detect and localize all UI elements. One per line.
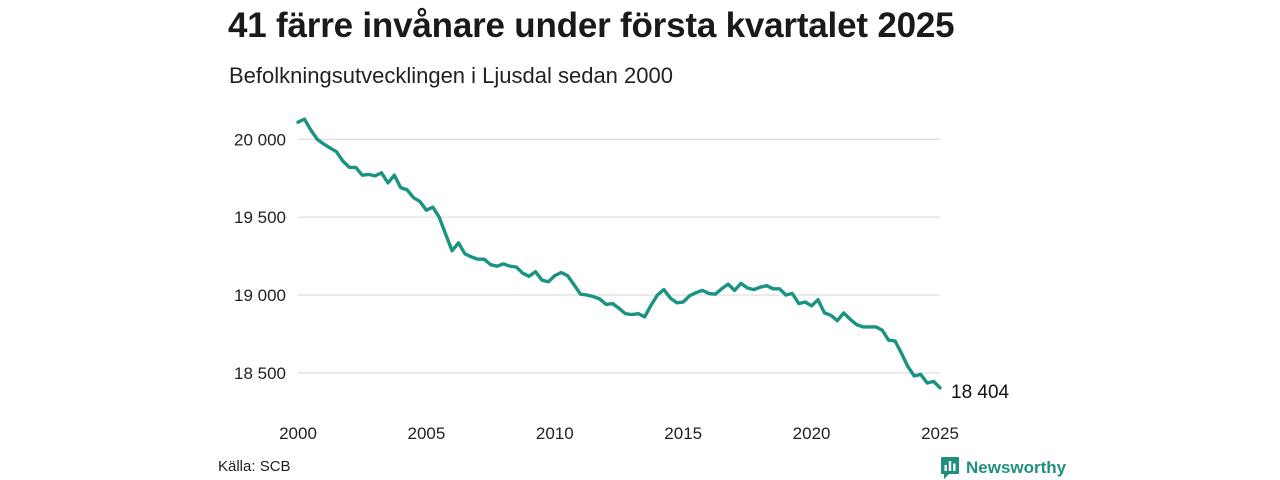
series-layer [296,117,942,390]
y-tick-label: 20 000 [234,130,286,149]
brand-name: Newsworthy [966,458,1067,477]
y-tick-label: 19 000 [234,286,286,305]
chart-subtitle: Befolkningsutvecklingen i Ljusdal sedan … [229,63,673,88]
gridlines [298,138,940,374]
newsworthy-logo-icon [941,457,959,479]
x-tick-label: 2025 [921,424,959,443]
series-line [296,117,942,390]
y-tick-label: 18 500 [234,364,286,383]
brand-logo: Newsworthy [940,456,1066,480]
end-value-label: 18 404 [951,382,1010,403]
x-tick-label: 2000 [279,424,317,443]
x-tick-label: 2015 [664,424,702,443]
x-tick-label: 2010 [536,424,574,443]
x-tick-label: 2005 [407,424,445,443]
y-axis-ticks: 18 500 19 000 19 500 20 000 [234,130,286,383]
x-axis-ticks: 2000 2005 2010 2015 2020 2025 [279,424,959,443]
y-tick-label: 19 500 [234,208,286,227]
x-tick-label: 2020 [793,424,831,443]
source-note: Källa: SCB [218,458,291,475]
chart-title: 41 färre invånare under första kvartalet… [228,6,955,45]
line-chart: 18 500 19 000 19 500 20 000 2000 2005 2010 201… [234,117,1010,443]
